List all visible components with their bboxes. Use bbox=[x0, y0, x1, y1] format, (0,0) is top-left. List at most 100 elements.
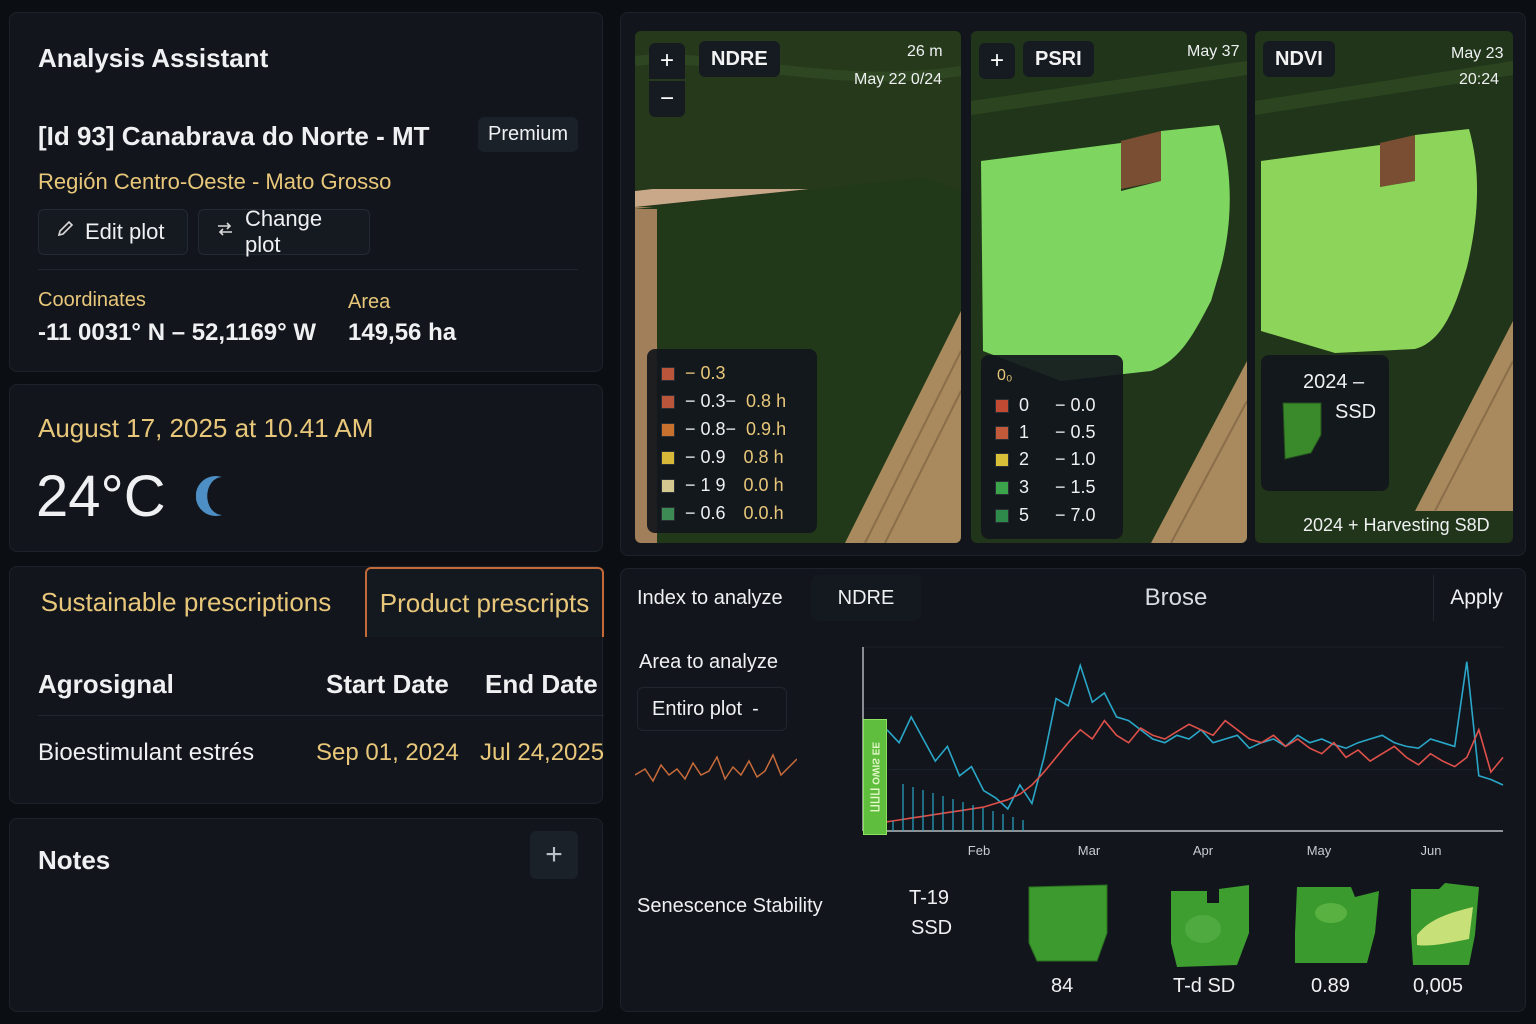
index-time-series-chart[interactable]: Feb Mar Apr May Jun bbox=[857, 641, 1509, 867]
psri-label: PSRI bbox=[1023, 41, 1094, 77]
legend-range: − 1.5 bbox=[1055, 477, 1096, 497]
legend-value: − 0.8− bbox=[685, 419, 737, 439]
senescence-t-value: T-19 bbox=[909, 887, 950, 909]
analysis-assistant-card: Analysis Assistant [Id 93] Canabrava do … bbox=[9, 12, 603, 372]
ndvi-inset-year: 2024 – bbox=[1303, 371, 1365, 393]
ndvi-inset-shape bbox=[1282, 402, 1322, 460]
apply-button[interactable]: Apply bbox=[1433, 575, 1519, 621]
table-cell-agrosignal[interactable]: Bioestimulant estrés bbox=[38, 739, 255, 766]
coordinates-value: -11 0031° N – 52,1169° W bbox=[38, 319, 317, 346]
zoom-in-button[interactable]: + bbox=[649, 43, 685, 79]
apply-label: Apply bbox=[1450, 586, 1503, 609]
assistant-title: Analysis Assistant bbox=[38, 43, 269, 73]
prescriptions-card: Sustainable prescriptions Product prescr… bbox=[9, 566, 604, 804]
legend-swatch bbox=[661, 394, 675, 409]
ndvi-label: NDVI bbox=[1263, 41, 1335, 77]
change-plot-label: Change plot bbox=[245, 206, 323, 257]
ndre-label: NDRE bbox=[699, 41, 780, 77]
legend-range: − 0.0 bbox=[1055, 395, 1096, 415]
psri-legend-row: 5 − 7.0 bbox=[995, 505, 1096, 526]
area-label: Area bbox=[348, 291, 391, 313]
legend-value: − 1 9 bbox=[685, 475, 726, 495]
tab-sustainable-prescriptions[interactable]: Sustainable prescriptions bbox=[10, 567, 362, 637]
legend-swatch bbox=[661, 478, 675, 493]
legend-swatch bbox=[995, 508, 1009, 523]
senescence-thumbnail[interactable] bbox=[1167, 883, 1253, 969]
legend-value: − 0.3 bbox=[685, 363, 726, 383]
premium-badge: Premium bbox=[478, 117, 579, 152]
ndvi-time-2: 20:24 bbox=[1459, 71, 1500, 88]
legend-swatch bbox=[995, 452, 1009, 467]
zoom-out-button[interactable]: − bbox=[649, 81, 685, 117]
psri-legend-row: 2 − 1.0 bbox=[995, 449, 1096, 470]
senescence-ssd: SSD bbox=[911, 917, 953, 939]
weather-temperature: 24°C bbox=[36, 464, 166, 529]
change-plot-button[interactable]: Change plot bbox=[198, 206, 370, 257]
senescence-stability-label: Senescence Stability bbox=[637, 895, 823, 917]
ndre-legend-row: − 1 9 0.0 h bbox=[661, 475, 784, 496]
legend-range: 0.8 h bbox=[743, 447, 784, 467]
chart-x-tick-label: Jun bbox=[1421, 843, 1442, 858]
tab-product-prescriptions[interactable]: Product prescripts bbox=[365, 567, 604, 637]
psri-add-button[interactable]: + bbox=[979, 43, 1015, 79]
moon-icon bbox=[195, 475, 228, 522]
ndre-legend-row: − 0.8− 0.9.h bbox=[661, 419, 786, 440]
column-header-end-date: End Date bbox=[485, 669, 598, 699]
browse-field[interactable]: Brose bbox=[921, 575, 1431, 621]
legend-range: − 0.5 bbox=[1055, 422, 1096, 442]
psri-legend-row: 0 − 0.0 bbox=[995, 395, 1096, 416]
chart-x-tick-label: Apr bbox=[1193, 843, 1214, 858]
legend-range: − 1.0 bbox=[1055, 449, 1096, 469]
chart-marker: ƎƎ ƧIWO ∏∏∏ bbox=[863, 719, 887, 835]
psri-legend: 0₀ 0 − 0.0 1 − 0.5 2 − 1.0 3 − 1.5 5 − 7.0 bbox=[981, 355, 1123, 539]
assistant-divider bbox=[38, 269, 578, 270]
tab-sustainable-label: Sustainable prescriptions bbox=[40, 586, 332, 617]
index-select[interactable]: NDRE bbox=[811, 575, 921, 621]
ndre-time-1: 26 m bbox=[907, 43, 943, 60]
chart-x-tick-label: Mar bbox=[1078, 843, 1101, 858]
ndvi-inset: 2024 – SSD bbox=[1261, 355, 1389, 491]
ndre-legend-row: − 0.3− 0.8 h bbox=[661, 391, 786, 412]
ndre-time-2: May 22 0/24 bbox=[854, 71, 943, 88]
plus-icon: + bbox=[545, 838, 563, 871]
index-select-value: NDRE bbox=[837, 586, 895, 609]
thumbnail-value: T-d SD bbox=[1173, 975, 1236, 997]
legend-value: − 0.3− bbox=[685, 391, 737, 411]
weather-card: August 17, 2025 at 10.41 AM 24°C bbox=[9, 384, 603, 552]
senescence-thumbnail[interactable] bbox=[1291, 883, 1381, 965]
plot-region: Región Centro-Oeste - Mato Grosso bbox=[38, 169, 392, 194]
thumbnail-value: 0.89 bbox=[1311, 975, 1350, 997]
senescence-thumbnail[interactable] bbox=[1409, 883, 1481, 967]
legend-swatch bbox=[661, 506, 675, 521]
legend-value: 2 bbox=[1019, 449, 1030, 469]
psri-time: May 37 bbox=[1187, 43, 1240, 60]
area-sparkline bbox=[635, 753, 797, 783]
table-cell-start-date: Sep 01, 2024 bbox=[316, 739, 459, 766]
notes-card: Notes + bbox=[9, 818, 603, 1012]
edit-plot-button[interactable]: Edit plot bbox=[38, 209, 188, 255]
ndvi-caption: 2024 + Harvesting S8D bbox=[1303, 515, 1490, 535]
legend-range: 0.9.h bbox=[746, 419, 787, 439]
area-to-analyze-label: Area to analyze bbox=[639, 651, 778, 673]
legend-range: 0.0 h bbox=[743, 475, 784, 495]
psri-legend-header: 0₀ bbox=[997, 367, 1013, 384]
chart-series-line-0 bbox=[886, 661, 1504, 811]
legend-swatch bbox=[661, 450, 675, 465]
ndvi-time-1: May 23 bbox=[1451, 45, 1504, 62]
legend-value: 1 bbox=[1019, 422, 1030, 442]
senescence-thumbnail[interactable] bbox=[1027, 883, 1111, 963]
add-note-button[interactable]: + bbox=[530, 831, 578, 879]
ndvi-inset-label: SSD bbox=[1335, 401, 1377, 423]
area-select[interactable]: Entiro plot - bbox=[637, 687, 787, 731]
weather-datetime: August 17, 2025 at 10.41 AM bbox=[38, 413, 374, 443]
psri-legend-row: 3 − 1.5 bbox=[995, 477, 1096, 498]
notes-title: Notes bbox=[38, 845, 111, 875]
legend-swatch bbox=[995, 398, 1009, 413]
index-to-analyze-label: Index to analyze bbox=[637, 587, 783, 609]
legend-value: − 0.9 bbox=[685, 447, 726, 467]
maps-card: + − NDRE 26 m May 22 0/24 − 0.3 − 0.3− 0.… bbox=[620, 12, 1526, 556]
legend-value: 0 bbox=[1019, 395, 1030, 415]
edit-plot-label: Edit plot bbox=[85, 219, 165, 244]
legend-value: 3 bbox=[1019, 477, 1030, 497]
ndre-legend-row: − 0.3 bbox=[661, 363, 726, 384]
